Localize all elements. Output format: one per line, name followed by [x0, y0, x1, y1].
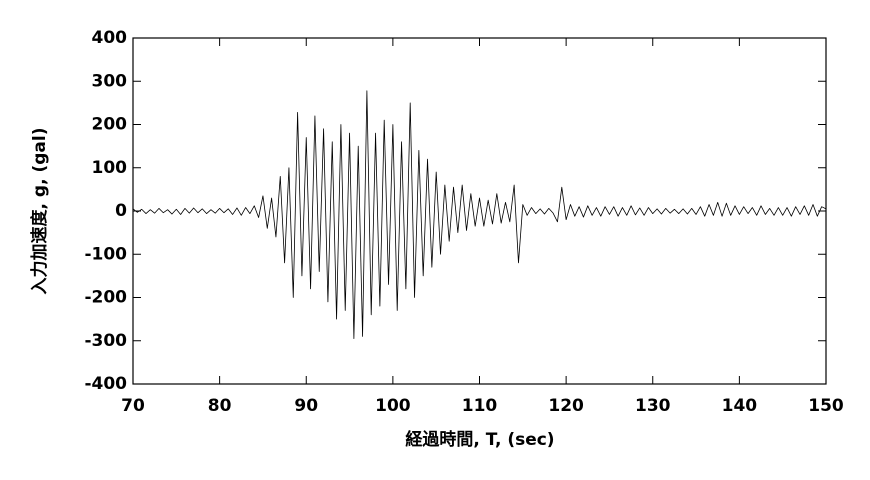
y-axis-label: 入力加速度, g, (gal) [29, 128, 50, 295]
y-tick-label: 200 [92, 115, 128, 135]
y-tick-label: 100 [92, 158, 128, 178]
x-tick-label: 140 [722, 396, 758, 416]
y-tick-label: 300 [92, 71, 128, 91]
y-tick-label: 400 [92, 28, 128, 48]
y-tick-label: 0 [115, 201, 127, 221]
x-tick-label: 110 [462, 396, 498, 416]
x-tick-label: 150 [808, 396, 844, 416]
y-tick-label: -400 [84, 374, 127, 394]
x-tick-label: 100 [375, 396, 411, 416]
x-tick-label: 80 [208, 396, 232, 416]
x-tick-label: 130 [635, 396, 671, 416]
signal-line [132, 90, 827, 339]
x-axis-label: 経過時間, T, (sec) [405, 429, 554, 450]
y-tick-label: -200 [84, 288, 127, 308]
y-tick-label: -100 [84, 244, 127, 264]
y-tick-label: -300 [84, 331, 127, 351]
x-tick-label: 90 [294, 396, 318, 416]
x-tick-label: 120 [548, 396, 584, 416]
x-tick-label: 70 [121, 396, 145, 416]
plot-frame [132, 37, 827, 385]
